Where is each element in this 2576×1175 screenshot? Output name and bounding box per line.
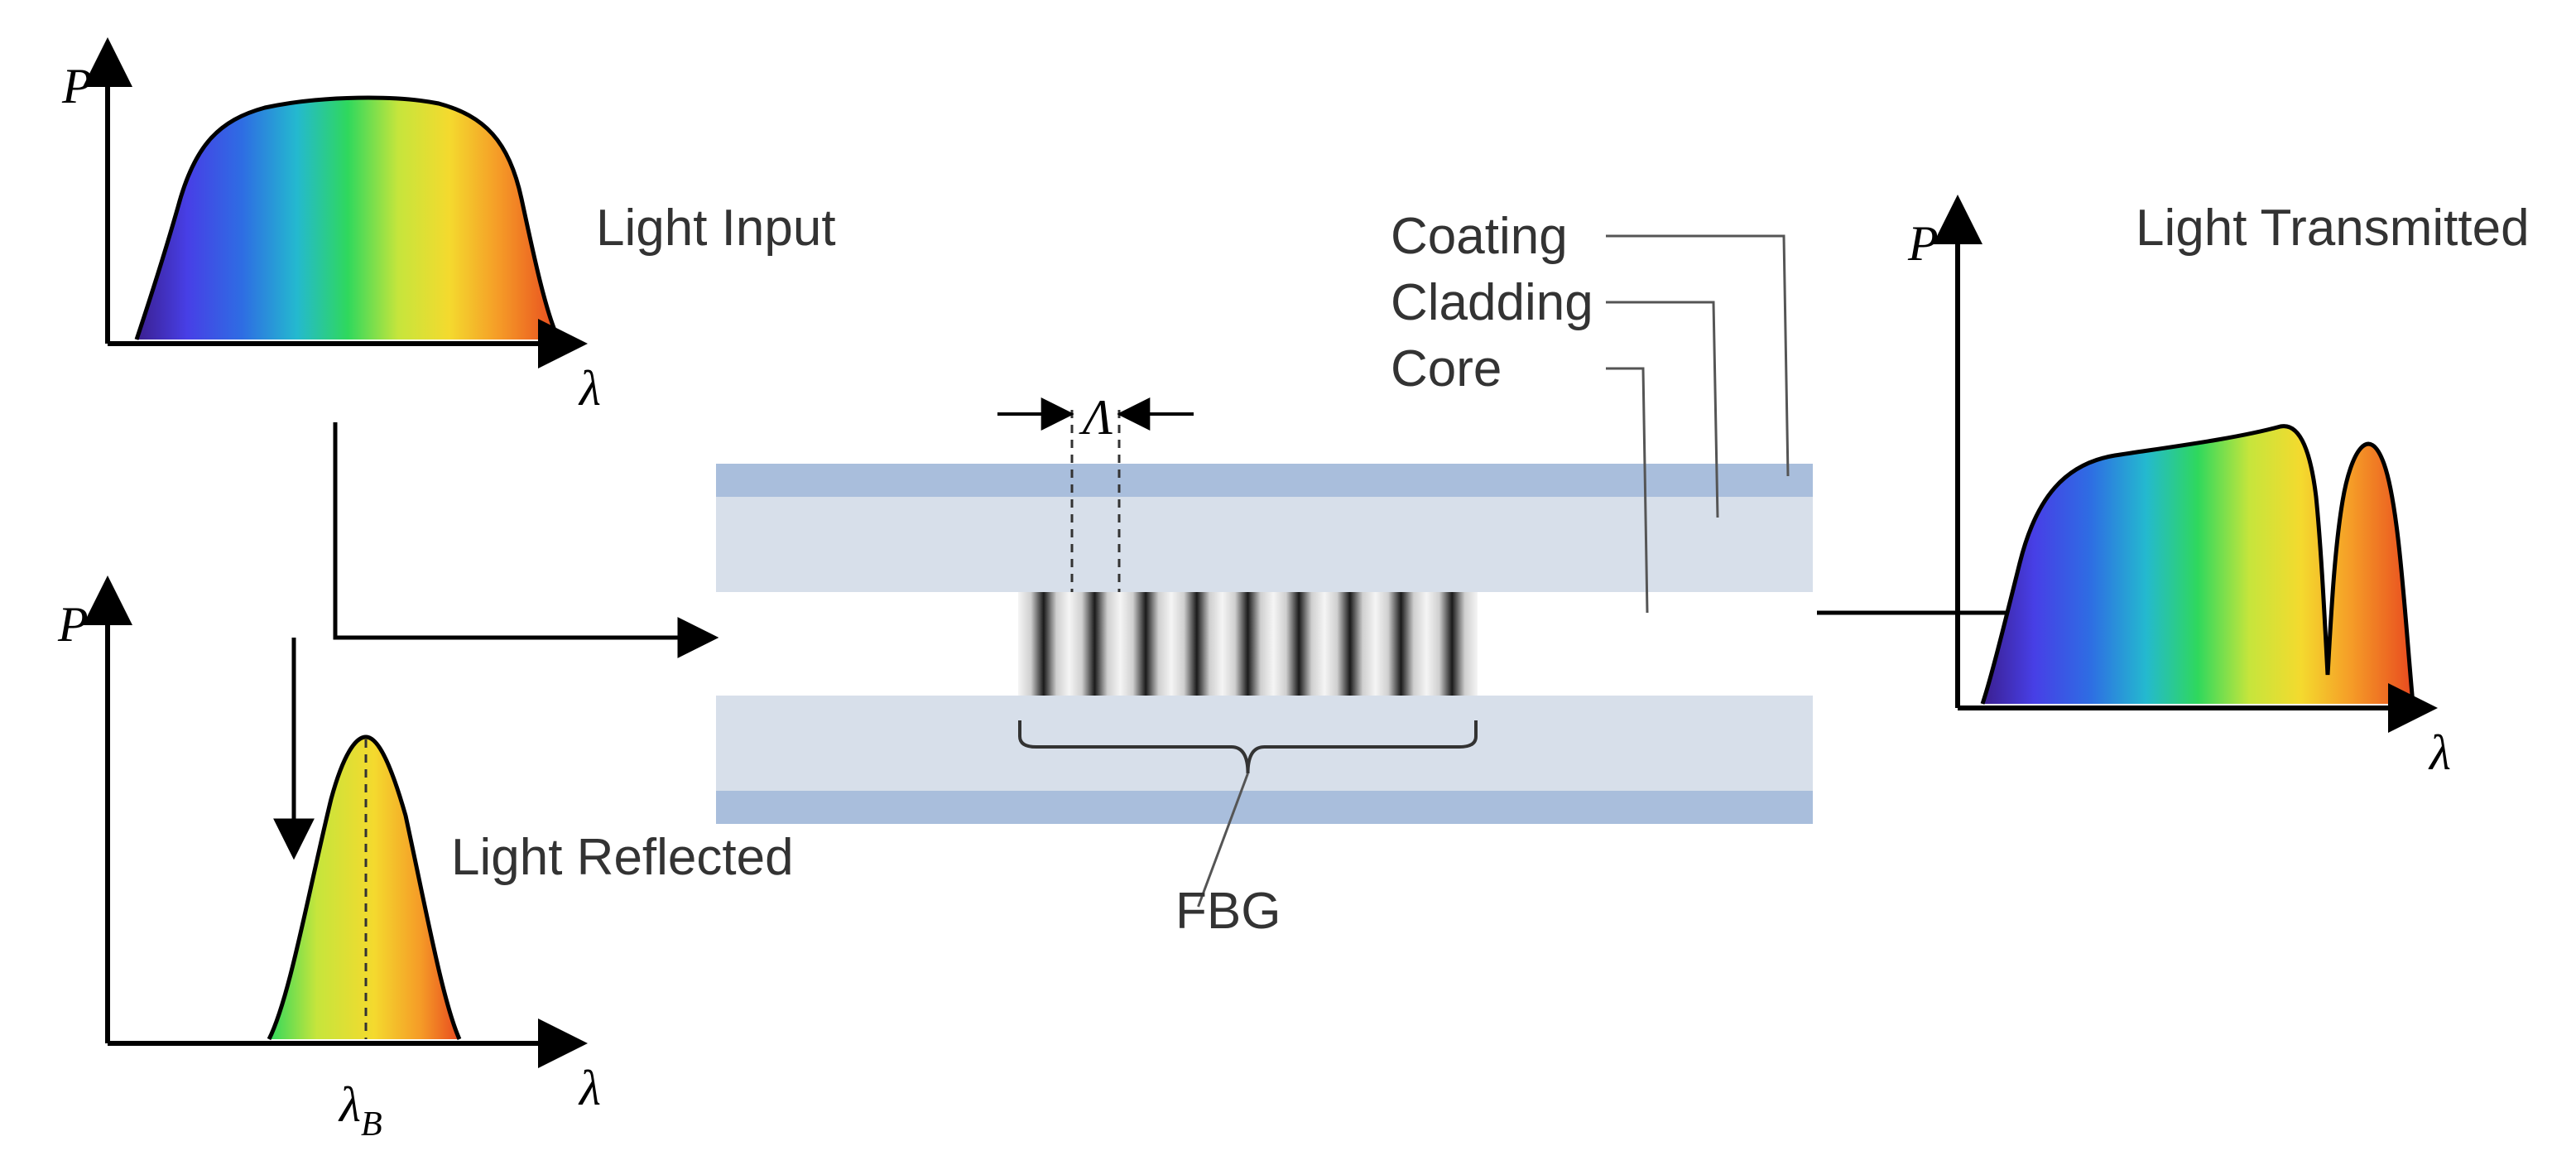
label-grating-period: Λ — [1083, 389, 1113, 446]
plot-reflected — [108, 584, 579, 1043]
title-light-transmitted: Light Transmitted — [2136, 199, 2530, 258]
fiber-diagram — [716, 410, 1813, 907]
axis-lambda-input: λ — [579, 360, 601, 417]
plot-input — [108, 46, 579, 344]
axis-lambda-transmitted: λ — [2429, 725, 2451, 782]
plot-transmitted — [1958, 203, 2429, 708]
label-cladding: Cladding — [1391, 273, 1593, 332]
axis-P-reflected: P — [58, 596, 89, 653]
label-coating: Coating — [1391, 207, 1568, 266]
axis-lambda-reflected: λ — [579, 1060, 601, 1117]
title-light-reflected: Light Reflected — [451, 828, 794, 887]
arrow-input-to-fiber — [335, 422, 712, 638]
title-light-input: Light Input — [596, 199, 836, 258]
label-lambda-bragg: λB — [339, 1076, 382, 1134]
fiber-grating — [1018, 592, 1478, 696]
spectrum-input-fill — [137, 98, 559, 339]
label-core: Core — [1391, 339, 1502, 398]
axis-P-transmitted: P — [1908, 215, 1939, 272]
label-fbg: FBG — [1175, 882, 1281, 941]
spectrum-reflected-fill — [269, 737, 459, 1039]
axis-P-input: P — [62, 58, 93, 115]
